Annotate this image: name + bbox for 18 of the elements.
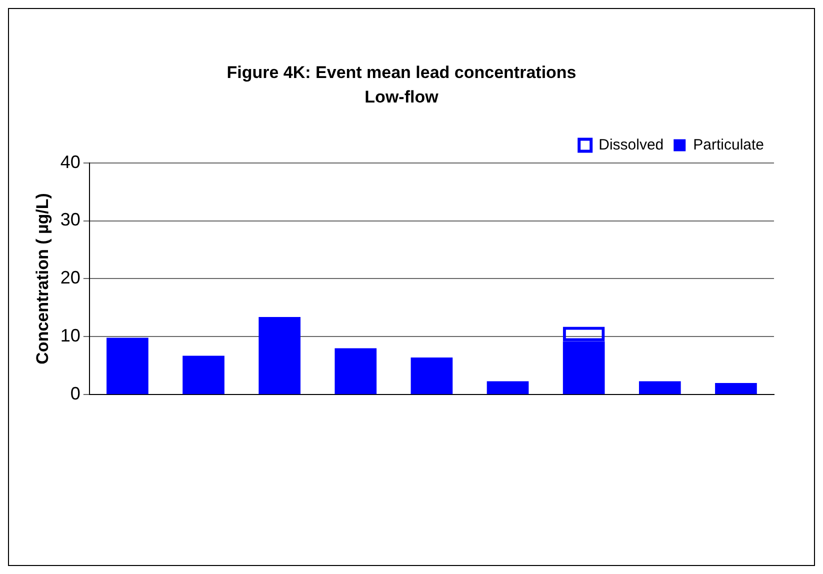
bar <box>182 356 224 394</box>
bar <box>258 316 300 394</box>
y-tick-label: 30 <box>60 210 80 230</box>
chart-title: Figure 4K: Event mean lead concentrations <box>226 62 576 82</box>
bar <box>486 381 529 394</box>
bar <box>106 338 148 394</box>
bar <box>715 383 757 394</box>
y-axis-title: Concentration ( µg/L) <box>32 193 52 364</box>
bar <box>638 381 681 394</box>
y-tick-label: 10 <box>60 326 80 346</box>
bar <box>410 358 453 394</box>
legend-label: Particulate <box>693 136 764 154</box>
y-tick-label: 40 <box>60 152 80 172</box>
y-tick-label: 20 <box>60 268 80 288</box>
y-tick-label: 0 <box>70 384 80 404</box>
chart-subtitle: Low-flow <box>364 87 440 106</box>
bar <box>334 348 377 394</box>
legend-label: Dissolved <box>598 136 664 154</box>
